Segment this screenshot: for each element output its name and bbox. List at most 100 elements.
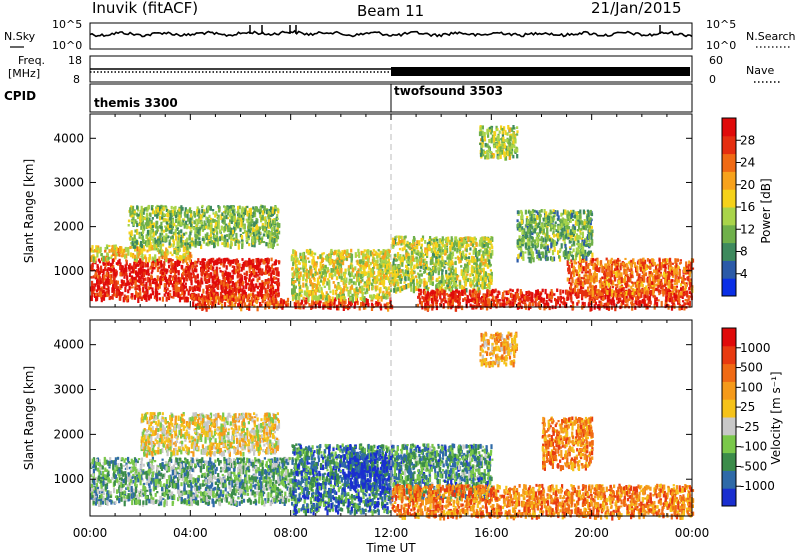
heatmap-cell: [448, 268, 450, 270]
heatmap-cell: [574, 287, 576, 292]
heatmap-cell: [680, 287, 682, 291]
heatmap-cell: [299, 272, 301, 277]
heatmap-cell: [193, 273, 195, 278]
heatmap-cell: [570, 286, 572, 289]
heatmap-cell: [538, 301, 540, 305]
heatmap-cell: [298, 268, 300, 271]
heatmap-cell: [675, 288, 677, 290]
heatmap-cell: [197, 274, 199, 279]
heatmap-cell: [245, 278, 247, 284]
heatmap-cell: [639, 300, 641, 304]
heatmap-cell: [458, 291, 460, 294]
heatmap-cell: [323, 282, 325, 285]
heatmap-cell: [441, 263, 443, 265]
heatmap-cell: [329, 291, 331, 294]
heatmap-cell: [242, 281, 244, 284]
heatmap-cell: [420, 246, 422, 249]
heatmap-cell: [481, 282, 483, 288]
heatmap-cell: [158, 256, 160, 261]
heatmap-cell: [532, 303, 534, 307]
heatmap-cell: [443, 293, 445, 297]
heatmap-cell: [185, 283, 187, 285]
heatmap-cell: [368, 281, 370, 284]
heatmap-cell: [347, 290, 349, 294]
heatmap-cell: [96, 279, 98, 285]
heatmap-cell: [124, 287, 126, 292]
nave-label: Nave: [746, 64, 774, 77]
heatmap-cell: [685, 299, 687, 301]
heatmap-cell: [689, 301, 691, 306]
heatmap-cell: [272, 264, 274, 266]
heatmap-cell: [189, 287, 191, 290]
heatmap-cell: [101, 253, 103, 256]
heatmap-cell: [347, 268, 349, 272]
heatmap-cell: [257, 258, 259, 262]
heatmap-cell: [448, 279, 450, 284]
heatmap-cell: [252, 278, 254, 281]
heatmap-cell: [369, 295, 371, 299]
heatmap-cell: [432, 282, 434, 285]
heatmap-cell: [470, 304, 472, 307]
heatmap-cell: [253, 270, 255, 275]
heatmap-cell: [259, 262, 261, 265]
heatmap-cell: [219, 267, 221, 269]
heatmap-cell: [358, 273, 360, 277]
heatmap-cell: [317, 256, 319, 259]
heatmap-cell: [383, 274, 385, 279]
heatmap-cell: [497, 299, 499, 303]
heatmap-cell: [567, 297, 569, 301]
heatmap-cell: [270, 291, 272, 295]
heatmap-cell: [330, 249, 332, 253]
heatmap-cell: [553, 293, 555, 296]
heatmap-cell: [568, 265, 570, 269]
heatmap-cell: [147, 268, 149, 273]
heatmap-cell: [609, 299, 611, 301]
station-title: Inuvik (fitACF): [92, 0, 198, 17]
heatmap-cell: [191, 268, 193, 272]
heatmap-cell: [423, 297, 425, 303]
heatmap-cell: [100, 288, 102, 291]
heatmap-cell: [384, 269, 386, 273]
heatmap-cell: [294, 280, 296, 283]
heatmap-cell: [176, 278, 178, 282]
heatmap-cell: [461, 238, 463, 242]
heatmap-cell: [123, 250, 125, 253]
heatmap-cell: [355, 281, 357, 285]
heatmap-cell: [298, 260, 300, 264]
heatmap-cell: [594, 290, 596, 295]
heatmap-cell: [172, 259, 174, 261]
heatmap-cell: [192, 301, 194, 307]
heatmap-cell: [396, 259, 398, 261]
heatmap-cell: [258, 276, 260, 280]
heatmap-cell: [191, 280, 193, 286]
heatmap-cell: [357, 277, 359, 282]
heatmap-cell: [415, 256, 417, 259]
heatmap-cell: [238, 293, 240, 298]
heatmap-cell: [261, 282, 263, 286]
heatmap-cell: [266, 282, 268, 285]
heatmap-cell: [655, 284, 657, 287]
heatmap-cell: [249, 285, 251, 288]
heatmap-cell: [394, 254, 396, 256]
heatmap-cell: [567, 292, 569, 296]
heatmap-cell: [246, 261, 248, 267]
heatmap-cell: [411, 245, 413, 249]
heatmap-cell: [363, 306, 365, 310]
heatmap-cell: [402, 271, 404, 273]
heatmap-cell: [362, 265, 364, 267]
heatmap-cell: [496, 296, 498, 299]
heatmap-cell: [683, 269, 685, 273]
heatmap-cell: [459, 281, 461, 285]
heatmap-cell: [132, 286, 134, 288]
heatmap-cell: [610, 260, 612, 265]
heatmap-cell: [309, 290, 311, 294]
heatmap-cell: [466, 274, 468, 276]
heatmap-cell: [150, 274, 152, 279]
heatmap-cell: [613, 261, 615, 263]
heatmap-cell: [304, 290, 306, 295]
heatmap-cell: [365, 283, 367, 285]
heatmap-cell: [180, 297, 182, 300]
heatmap-cell: [303, 297, 305, 300]
heatmap-cell: [101, 297, 103, 303]
heatmap-cell: [402, 247, 404, 251]
